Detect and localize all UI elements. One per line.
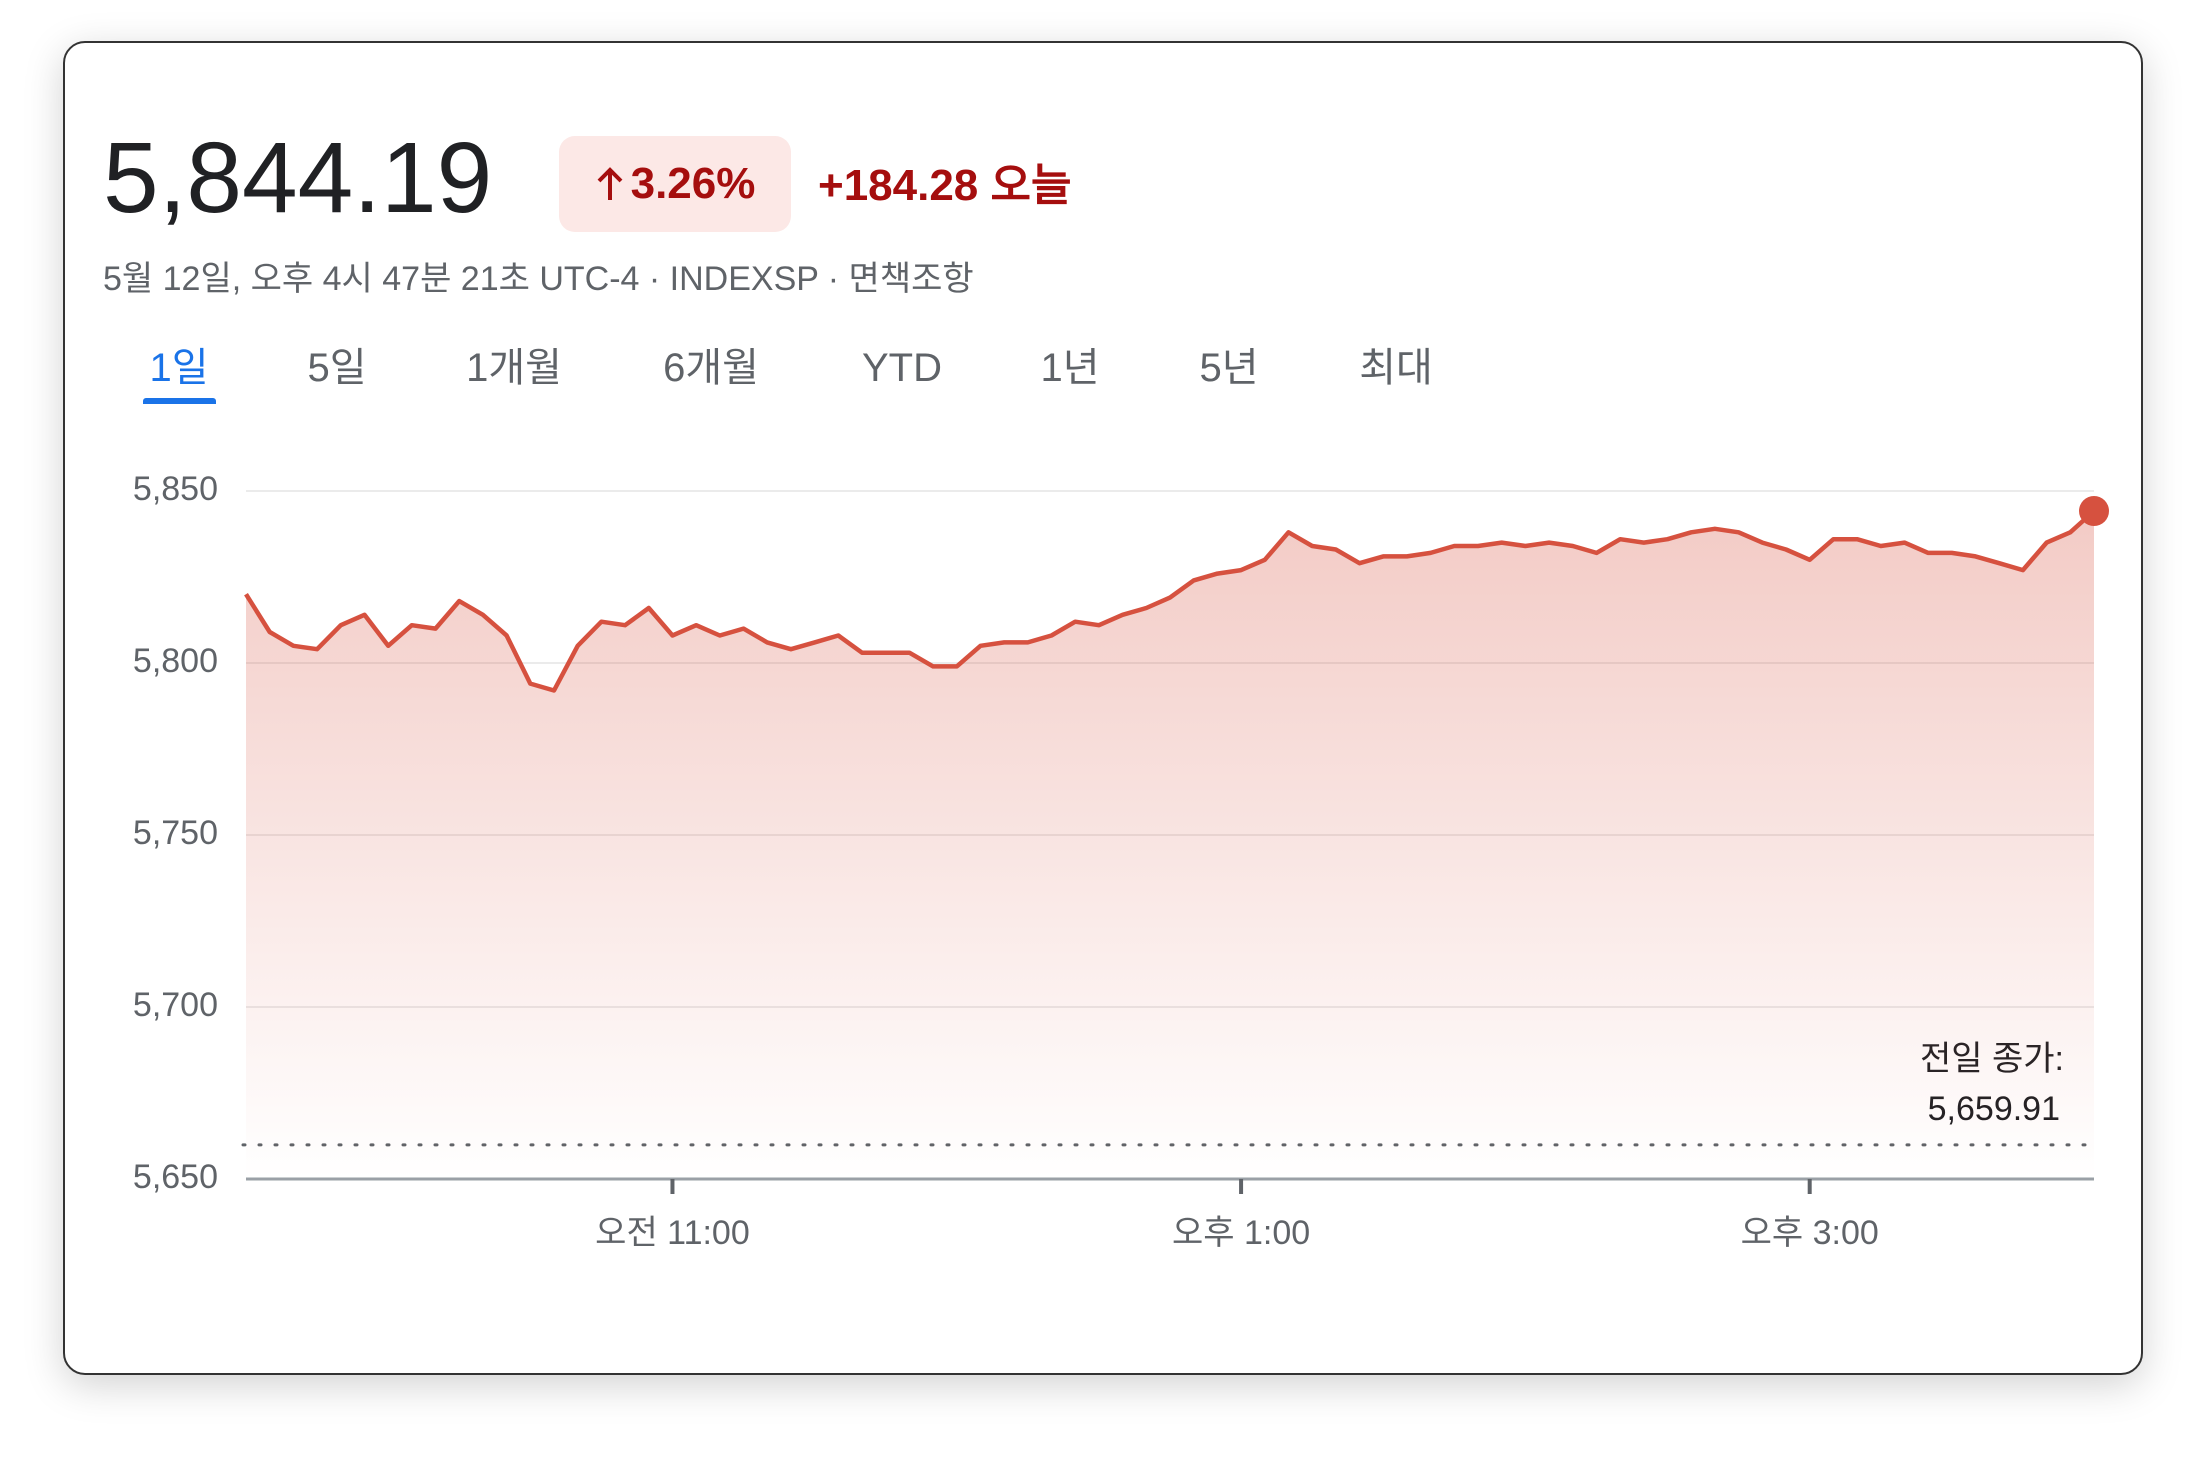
y-tick-label: 5,850 [133, 470, 218, 508]
tab[interactable]: 5년 [1199, 346, 1259, 390]
tab[interactable]: 1일 [149, 346, 209, 390]
tab[interactable]: 1년 [1040, 346, 1100, 390]
tab[interactable]: 5일 [307, 346, 367, 390]
price-line [244, 509, 2096, 693]
tab[interactable]: YTD [862, 346, 942, 390]
change-period: 오늘 [990, 161, 1072, 210]
subtitle: 5월 12일, 오후 4시 47분 21초 UTC-4 · INDEXSP · … [103, 260, 974, 298]
y-tick-label: 5,650 [133, 1158, 218, 1196]
x-tick-label: 오전 11:00 [595, 1214, 750, 1252]
tab-indicator [143, 398, 216, 404]
tab[interactable]: 1개월 [466, 346, 562, 390]
change-badge: 3.26% [559, 136, 791, 232]
x-tick-label: 오후 1:00 [1172, 1214, 1310, 1252]
change: +184.28 오늘 [818, 161, 1071, 211]
change-abs: +184.28 [818, 161, 979, 210]
y-tick-label: 5,750 [133, 814, 218, 852]
area-fill [246, 511, 2094, 1179]
price: 5,844.19 [103, 122, 493, 234]
up-arrow [597, 167, 623, 200]
tab[interactable]: 6개월 [663, 346, 759, 390]
last-point [2079, 495, 2109, 526]
y-tick-label: 5,700 [133, 986, 218, 1024]
change-percent: 3.26% [630, 159, 756, 208]
y-tick-label: 5,800 [133, 642, 218, 680]
x-tick-label: 오후 3:00 [1741, 1214, 1879, 1252]
tab[interactable]: 최대 [1359, 346, 1433, 390]
